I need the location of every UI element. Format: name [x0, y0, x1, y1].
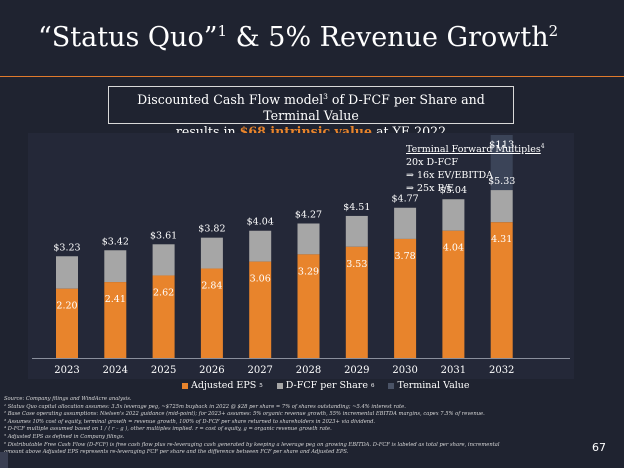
subtitle-text-a: Discounted Cash Flow model [137, 92, 324, 108]
eps-label-2029: 3.53 [346, 259, 367, 270]
x-tick-2028: 2028 [296, 365, 321, 376]
subtitle-line-1: Discounted Cash Flow model3 of D-FCF per… [109, 89, 513, 124]
dfcf-label-2023: $3.23 [53, 242, 80, 253]
dfcf-bar-2032 [490, 190, 513, 223]
page-number: 67 [592, 441, 606, 454]
subtitle-text-b: of D-FCF per Share and Terminal Value [263, 92, 485, 124]
dfcf-label-2030: $4.77 [391, 194, 418, 205]
stacked-bar-chart: $113 $3.23 2.20 2023 $3.42 2.41 2024 $3.61 2.62 2… [32, 135, 570, 376]
dfcf-label-2024: $3.42 [102, 236, 129, 247]
note-line-1: 20x D-FCF [406, 157, 458, 169]
slide-title: “Status Quo”1 & 5% Revenue Growth2 [38, 22, 558, 53]
dfcf-label-2025: $3.61 [150, 230, 177, 241]
eps-bar-2028 [297, 254, 320, 358]
legend-label-eps: Adjusted EPS [191, 380, 257, 391]
x-tick-2032: 2032 [489, 365, 514, 376]
note-heading: Terminal Forward Multiples [406, 144, 541, 156]
dfcf-label-2027: $4.04 [247, 217, 274, 228]
eps-bar-2031 [442, 230, 465, 358]
legend-swatch-dfcf [276, 382, 283, 389]
eps-bar-2032 [490, 222, 513, 358]
eps-bar-2023 [56, 288, 78, 358]
eps-label-2030: 3.78 [395, 251, 416, 262]
footnote-6: ⁶ Distributable Free Cash Flow (D-FCF) i… [4, 441, 500, 448]
footnote-2: ² Base Case operating assumptions: Niels… [4, 411, 485, 418]
eps-bar-2026 [200, 268, 223, 358]
subtitle-box: Discounted Cash Flow model3 of D-FCF per… [108, 86, 514, 139]
footnote-4: ⁴ D-FCF multiple assumed based on 1 / ( … [4, 426, 332, 433]
dfcf-label-2031: $5.04 [440, 185, 467, 196]
eps-bar-2029 [345, 246, 368, 358]
dfcf-label-2032: $5.33 [488, 176, 515, 187]
note-line-2: ⇒ 16x EV/EBITDA [406, 170, 493, 182]
x-tick-2023: 2023 [54, 365, 79, 376]
legend-swatch-eps [182, 382, 188, 389]
footnote-source: Source: Company filings and WindAcre ana… [4, 396, 132, 402]
subtitle-footnote: 3 [323, 92, 328, 101]
dfcf-bar-2023 [56, 256, 78, 289]
footnote-1: ¹ Status Quo capital allocation assumes:… [4, 403, 406, 410]
dfcf-bar-2030 [394, 207, 417, 239]
footnote-5: ⁵ Adjusted EPS as defined in Company fil… [4, 433, 125, 440]
x-tick-2031: 2031 [441, 365, 466, 376]
dfcf-label-2026: $3.82 [198, 224, 225, 235]
eps-label-2032: 4.31 [491, 234, 512, 245]
terminal-value-label: $113 [489, 140, 514, 151]
eps-label-2025: 2.62 [153, 287, 174, 298]
note-line-3: ⇒ 25x P/E [406, 183, 454, 195]
eps-label-2026: 2.84 [201, 281, 222, 292]
eps-label-2027: 3.06 [250, 274, 271, 285]
dfcf-label-2029: $4.51 [343, 202, 370, 213]
corner-accent [0, 452, 8, 468]
dfcf-label-2028: $4.27 [295, 209, 322, 220]
eps-bar-2024 [104, 282, 127, 358]
dfcf-bar-2029 [345, 215, 368, 247]
title-footnote-1: 1 [217, 22, 228, 40]
legend-label-dfcf: D-FCF per Share [285, 380, 368, 391]
legend-terminal: Terminal Value [388, 380, 470, 391]
dfcf-bar-2031 [442, 199, 465, 231]
chart-panel: $113 $3.23 2.20 2023 $3.42 2.41 2024 $3.61 2.62 2… [28, 133, 574, 379]
legend-footnote-dfcf: 6 [370, 382, 375, 389]
dfcf-bar-2028 [297, 223, 320, 255]
legend-adjusted-eps: Adjusted EPS 5 [182, 380, 263, 391]
chart-legend: Adjusted EPS 5 D-FCF per Share 6 Terminal … [182, 380, 470, 391]
dfcf-bar-2027 [249, 230, 272, 262]
dfcf-bar-2025 [152, 244, 175, 276]
title-main: “Status Quo” [38, 22, 218, 53]
note-footnote: 4 [540, 143, 545, 150]
legend-footnote-eps: 5 [259, 382, 263, 389]
eps-label-2024: 2.41 [105, 294, 126, 305]
eps-label-2031: 4.04 [443, 243, 464, 254]
x-tick-2030: 2030 [392, 365, 417, 376]
legend-swatch-terminal [388, 382, 395, 389]
footnotes: Source: Company filings and WindAcre ana… [4, 396, 564, 457]
footnote-3: ³ Assumes 10% cost of equity, terminal g… [4, 418, 376, 425]
eps-bar-2030 [394, 238, 417, 358]
dfcf-bar-2024 [104, 250, 127, 283]
eps-label-2023: 2.20 [56, 301, 77, 312]
dfcf-bar-2026 [200, 237, 223, 269]
terminal-value-bar [490, 135, 513, 191]
title-footnote-2: 2 [548, 22, 559, 40]
title-divider [0, 76, 624, 77]
legend-dfcf: D-FCF per Share 6 [276, 380, 375, 391]
eps-bar-2025 [152, 275, 175, 358]
x-tick-2027: 2027 [247, 365, 272, 376]
legend-label-terminal: Terminal Value [397, 380, 470, 391]
x-tick-2029: 2029 [344, 365, 369, 376]
footnote-6-cont: amount above Adjusted EPS represents re-… [4, 449, 349, 456]
terminal-multiples-note: Terminal Forward Multiples4 20x D-FCF ⇒ … [406, 140, 545, 195]
title-rest: & 5% Revenue Growth [227, 22, 549, 53]
eps-bar-2027 [249, 261, 272, 358]
x-tick-2024: 2024 [103, 365, 128, 376]
x-tick-2026: 2026 [199, 365, 224, 376]
x-tick-2025: 2025 [151, 365, 176, 376]
eps-label-2028: 3.29 [298, 266, 319, 277]
